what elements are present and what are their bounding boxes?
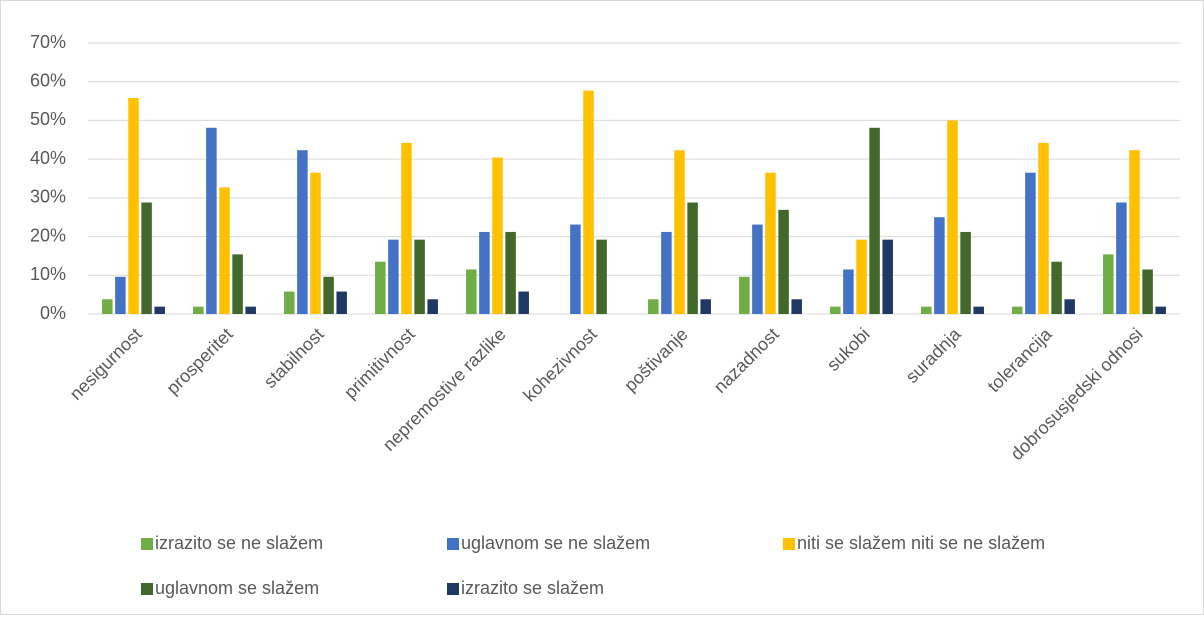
bar bbox=[206, 127, 217, 314]
y-tick-label: 30% bbox=[30, 187, 66, 207]
bar bbox=[479, 231, 490, 314]
legend-swatch bbox=[447, 538, 459, 550]
y-tick-label: 40% bbox=[30, 148, 66, 168]
bar bbox=[1038, 142, 1049, 314]
bar bbox=[297, 150, 308, 314]
bar bbox=[830, 306, 841, 314]
bar bbox=[570, 224, 581, 314]
y-tick-label: 20% bbox=[30, 225, 66, 245]
bar bbox=[245, 306, 256, 314]
bar bbox=[882, 239, 893, 314]
bar bbox=[791, 299, 802, 314]
bar bbox=[284, 291, 295, 314]
bar bbox=[583, 90, 594, 315]
bar bbox=[141, 202, 152, 314]
bar bbox=[843, 269, 854, 314]
bar bbox=[310, 172, 321, 314]
y-tick-label: 60% bbox=[30, 70, 66, 90]
bar bbox=[193, 306, 204, 314]
bar bbox=[115, 276, 126, 314]
bar bbox=[1025, 172, 1036, 314]
bar bbox=[1155, 306, 1166, 314]
bar bbox=[492, 157, 503, 314]
bar bbox=[869, 127, 880, 314]
bar bbox=[973, 306, 984, 314]
bar bbox=[336, 291, 347, 314]
bar bbox=[778, 209, 789, 314]
bar bbox=[505, 231, 516, 314]
bar bbox=[518, 291, 529, 314]
bar bbox=[1142, 269, 1153, 314]
bar bbox=[739, 276, 750, 314]
bar bbox=[1103, 254, 1114, 314]
bar bbox=[414, 239, 425, 314]
bar bbox=[752, 224, 763, 314]
bar bbox=[154, 306, 165, 314]
bar bbox=[1129, 150, 1140, 314]
bar bbox=[648, 299, 659, 314]
bar bbox=[1051, 261, 1062, 314]
bar bbox=[934, 217, 945, 314]
bar bbox=[921, 306, 932, 314]
bar bbox=[102, 299, 113, 314]
bar bbox=[128, 97, 139, 314]
legend-swatch bbox=[783, 538, 795, 550]
legend-swatch bbox=[141, 583, 153, 595]
bar bbox=[375, 261, 386, 314]
legend-label: izrazito se ne slažem bbox=[155, 533, 323, 553]
bar bbox=[1116, 202, 1127, 314]
bar bbox=[674, 150, 685, 314]
y-tick-label: 70% bbox=[30, 32, 66, 52]
bar bbox=[427, 299, 438, 314]
bar bbox=[1012, 306, 1023, 314]
bar bbox=[219, 187, 230, 314]
bar bbox=[700, 299, 711, 314]
legend-label: niti se slažem niti se ne slažem bbox=[797, 533, 1045, 553]
bar bbox=[323, 276, 334, 314]
bar bbox=[856, 239, 867, 314]
bar bbox=[947, 120, 958, 314]
bar bbox=[401, 142, 412, 314]
legend-label: uglavnom se slažem bbox=[155, 578, 319, 598]
bar bbox=[960, 231, 971, 314]
legend-label: izrazito se slažem bbox=[461, 578, 604, 598]
bar bbox=[1064, 299, 1075, 314]
bar bbox=[232, 254, 243, 314]
y-tick-label: 10% bbox=[30, 264, 66, 284]
bar bbox=[765, 172, 776, 314]
bar bbox=[661, 231, 672, 314]
legend-swatch bbox=[447, 583, 459, 595]
bar bbox=[687, 202, 698, 314]
legend-label: uglavnom se ne slažem bbox=[461, 533, 650, 553]
bar bbox=[596, 239, 607, 314]
y-tick-label: 50% bbox=[30, 109, 66, 129]
legend-swatch bbox=[141, 538, 153, 550]
bar bbox=[466, 269, 477, 314]
y-tick-label: 0% bbox=[40, 303, 66, 323]
bar bbox=[388, 239, 399, 314]
